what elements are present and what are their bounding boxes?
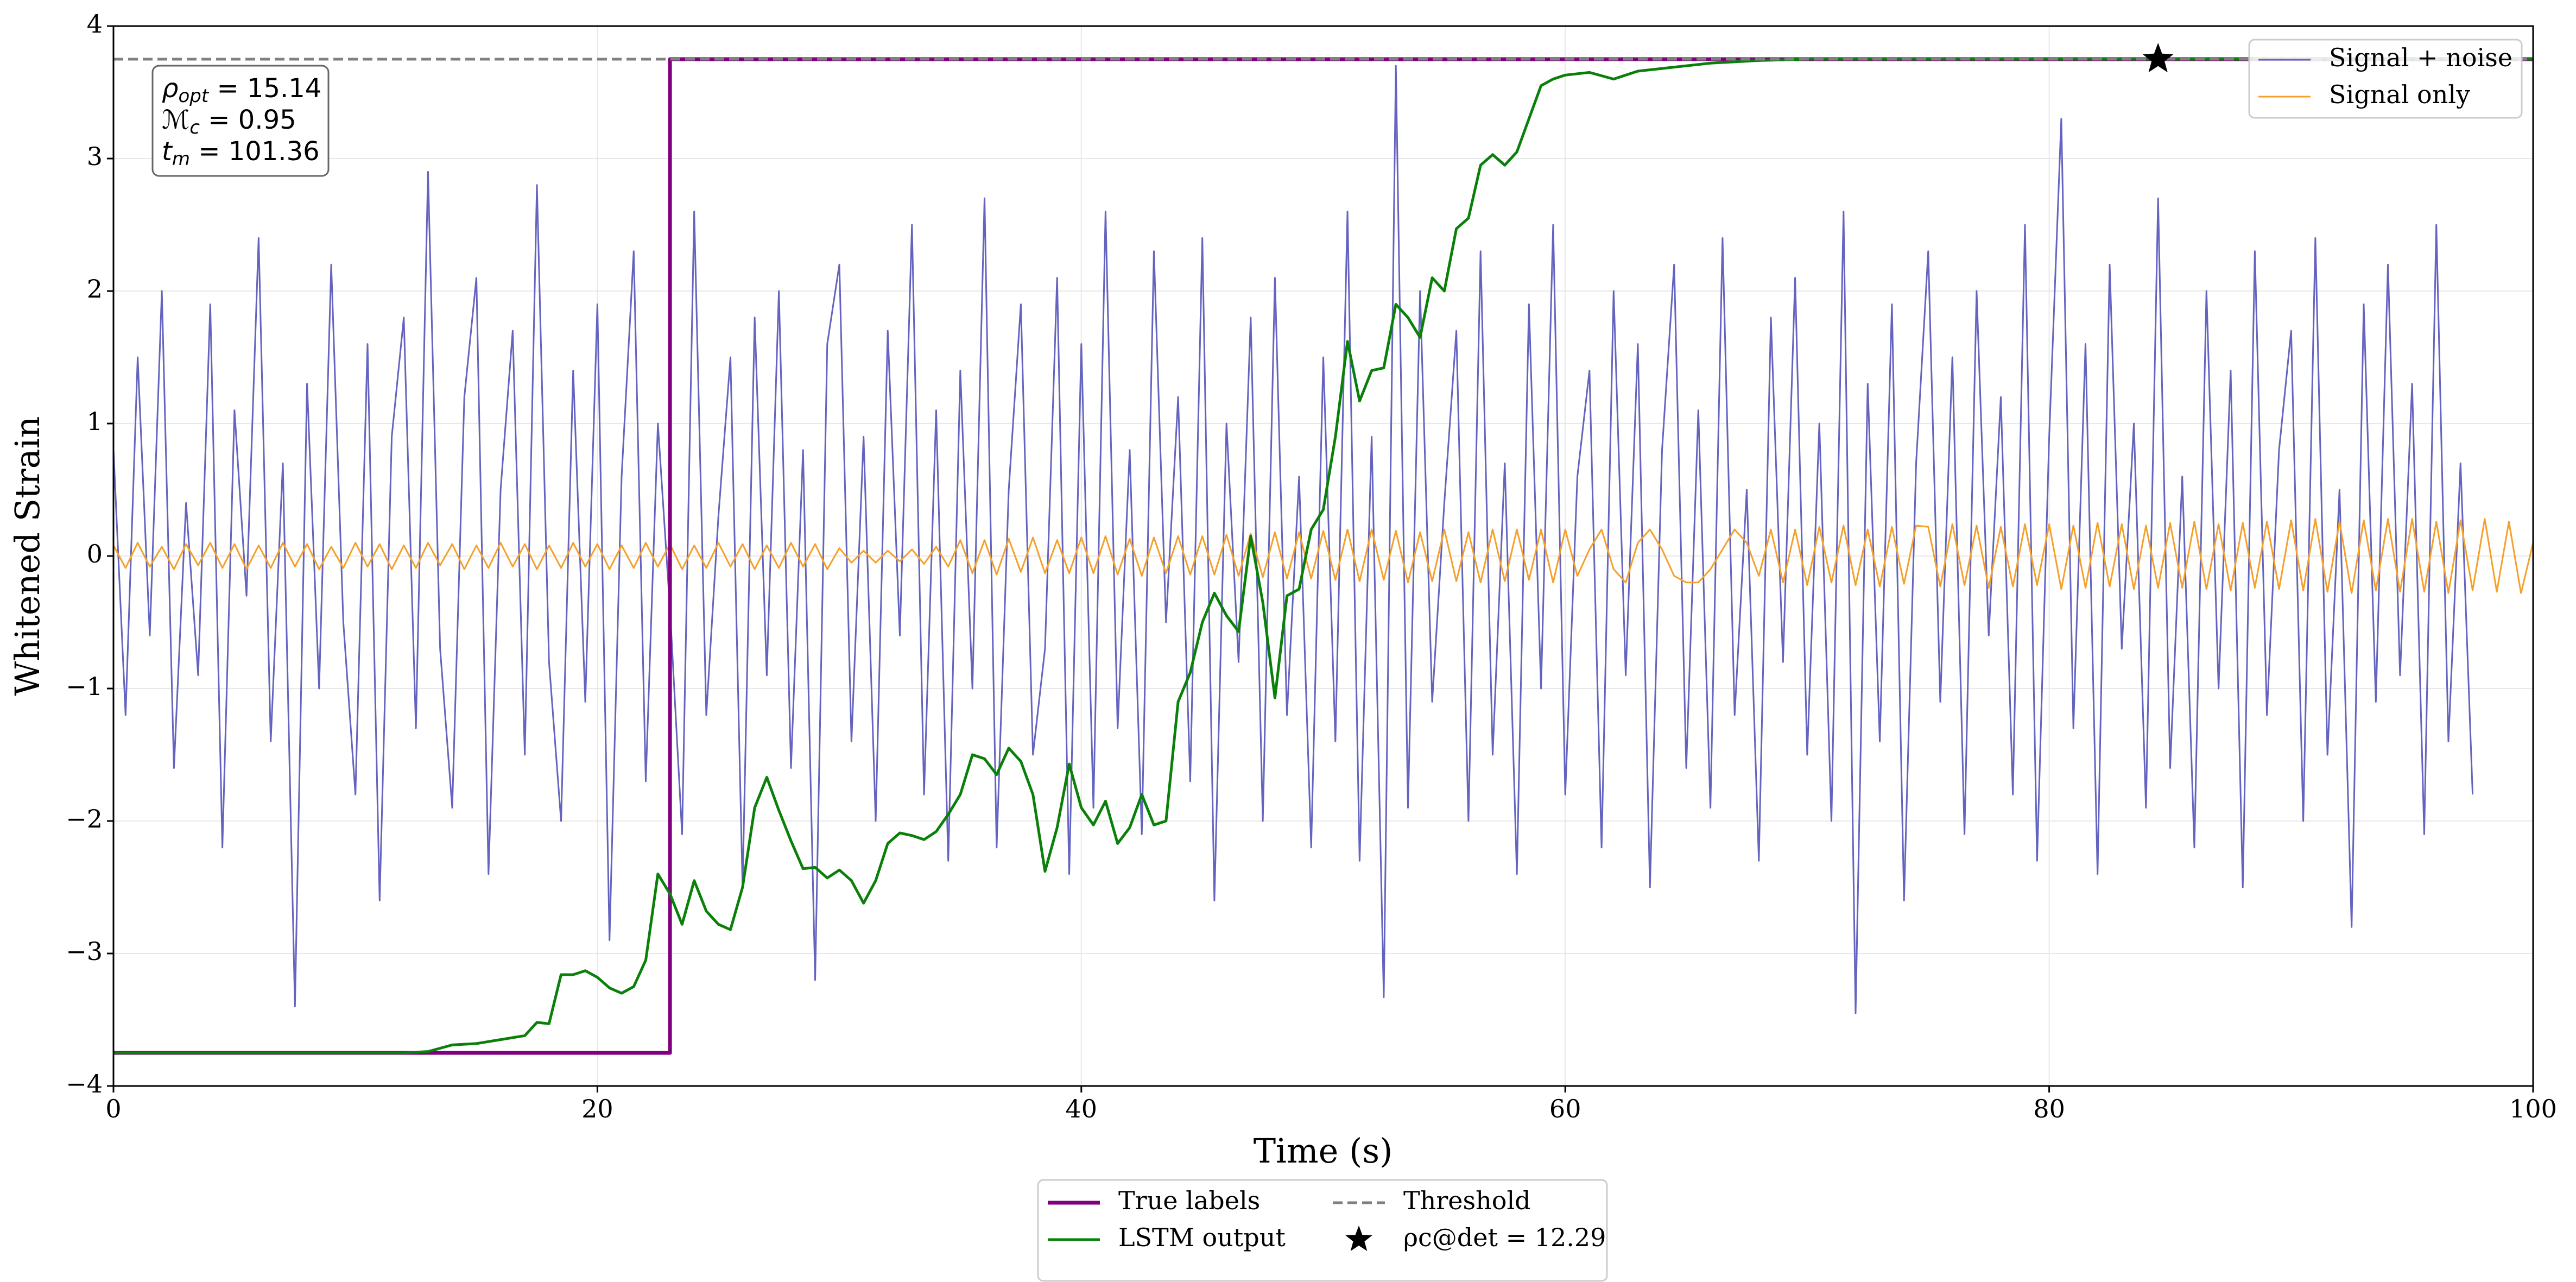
- y-tick-label: 3: [87, 142, 103, 171]
- annotation-value: = 0.95: [200, 105, 296, 135]
- legend-box: [1037, 1179, 1608, 1282]
- annotation-symbol: t: [162, 136, 173, 167]
- series-line: [113, 58, 2533, 1054]
- y-tick-label: −1: [66, 672, 103, 701]
- annotation-symbol: ℳ: [162, 105, 189, 135]
- annotation-value: = 15.14: [208, 73, 321, 104]
- annotation: tm = 101.36: [162, 136, 320, 170]
- legend-box: [2248, 39, 2523, 119]
- y-tick-label: 2: [87, 274, 103, 304]
- annotation-box: [151, 65, 330, 177]
- y-tick-label: −4: [66, 1069, 103, 1098]
- x-tick-label: 20: [581, 1094, 613, 1123]
- legend-label: LSTM output: [1118, 1223, 1286, 1252]
- legend: Signal + noise Signal only: [2248, 39, 2523, 119]
- legend-label: Signal only: [2329, 80, 2470, 109]
- x-axis-label: Time (s): [1254, 1131, 1393, 1171]
- plot-area: [113, 57, 2533, 1055]
- legend-label: Signal + noise: [2329, 43, 2512, 72]
- annotation-value: = 101.36: [190, 136, 320, 167]
- legend: True labels LSTM output Threshold ρc@det = …: [1037, 1179, 1608, 1282]
- y-tick-label: 1: [87, 407, 103, 436]
- star-marker: [2142, 43, 2174, 73]
- annotation: ρopt = 15.14: [162, 73, 321, 107]
- y-axis-label: Whitened Strain: [8, 416, 47, 696]
- y-tick-label: −3: [66, 937, 103, 966]
- x-tick-label: 40: [1066, 1094, 1098, 1123]
- legend-label: ρc@det = 12.29: [1403, 1223, 1606, 1252]
- x-tick-label: 80: [2033, 1094, 2065, 1123]
- annotation-sub: opt: [178, 85, 209, 107]
- x-tick-label: 0: [105, 1094, 121, 1123]
- annotation: ℳc = 0.95: [162, 105, 296, 138]
- annotation-sub: c: [189, 117, 200, 138]
- x-tick-label: 60: [1549, 1094, 1581, 1123]
- y-tick-label: −2: [66, 804, 103, 833]
- legend-label: Threshold: [1403, 1186, 1531, 1215]
- x-tick-label: 100: [2509, 1094, 2557, 1123]
- legend-label: True labels: [1118, 1186, 1260, 1215]
- annotation-sub: m: [172, 148, 190, 170]
- series-line: [113, 518, 2533, 594]
- y-tick-label: 0: [87, 539, 103, 569]
- y-tick-label: 4: [87, 9, 103, 39]
- annotation-symbol: ρ: [162, 73, 178, 104]
- legend-marker: [1345, 1226, 1372, 1251]
- series-line: [113, 65, 2474, 1014]
